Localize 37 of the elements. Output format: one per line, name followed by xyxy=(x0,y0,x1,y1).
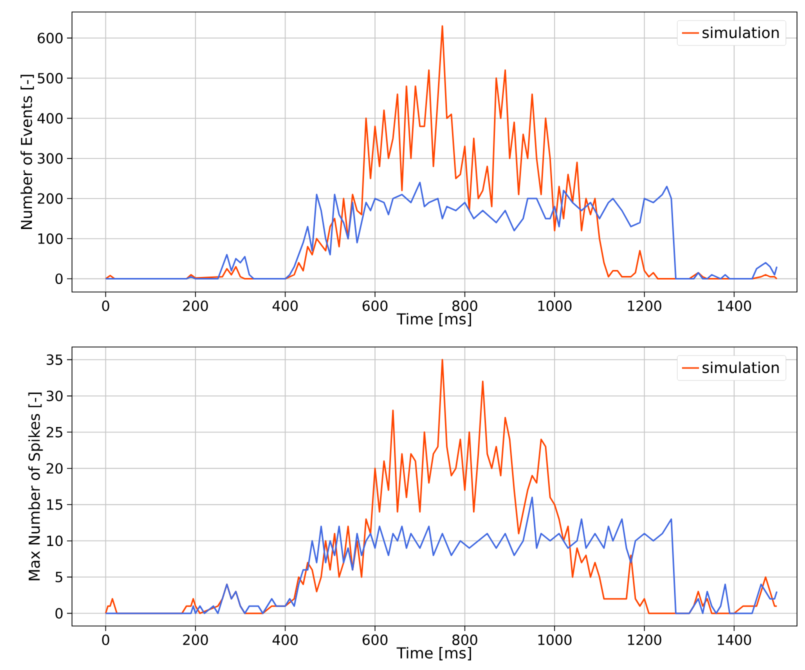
y-tick-label: 500 xyxy=(38,72,63,84)
x-axis-title: Time [ms] xyxy=(396,312,472,326)
x-tick-label: 1000 xyxy=(538,300,572,312)
x-tick-label: 1000 xyxy=(538,634,572,646)
y-tick-label: 15 xyxy=(47,499,62,510)
x-tick-label: 1200 xyxy=(628,300,662,312)
x-tick-label: 1200 xyxy=(628,634,662,646)
x-tick-label: 800 xyxy=(452,634,478,646)
y-tick-label: 35 xyxy=(46,354,62,365)
y-tick-label: 0 xyxy=(55,608,63,619)
x-tick-label: 1400 xyxy=(718,300,752,312)
x-tick-label: 400 xyxy=(272,634,298,646)
x-tick-label: 200 xyxy=(183,634,208,646)
y-tick-label: 20 xyxy=(46,463,63,474)
y-tick-label: 10 xyxy=(47,536,63,546)
x-tick-label: 0 xyxy=(102,300,110,312)
x-tick-label: 1400 xyxy=(718,634,752,646)
y-tick-label: 100 xyxy=(38,233,63,244)
x-tick-label: 400 xyxy=(272,300,298,312)
y-tick-label: 25 xyxy=(46,426,62,438)
y-tick-label: 600 xyxy=(38,32,63,44)
y-tick-label: 5 xyxy=(56,572,62,582)
y-tick-label: 300 xyxy=(38,153,63,164)
y-tick-label: 30 xyxy=(46,390,63,402)
y-tick-label: 200 xyxy=(38,193,63,204)
x-axis-title: Time [ms] xyxy=(396,646,472,660)
legend-label: simulation xyxy=(702,26,779,38)
y-axis-title: Max Number of Spikes [-] xyxy=(28,392,43,580)
x-tick-label: 0 xyxy=(102,634,110,646)
x-tick-label: 800 xyxy=(452,300,478,312)
x-tick-label: 200 xyxy=(183,300,208,312)
x-tick-label: 600 xyxy=(362,300,388,312)
x-tick-label: 600 xyxy=(362,634,388,646)
y-tick-label: 400 xyxy=(37,113,63,124)
legend-label: simulation xyxy=(702,362,779,374)
y-axis-title: Number of Events [-] xyxy=(20,74,34,229)
y-tick-label: 0 xyxy=(55,273,63,284)
